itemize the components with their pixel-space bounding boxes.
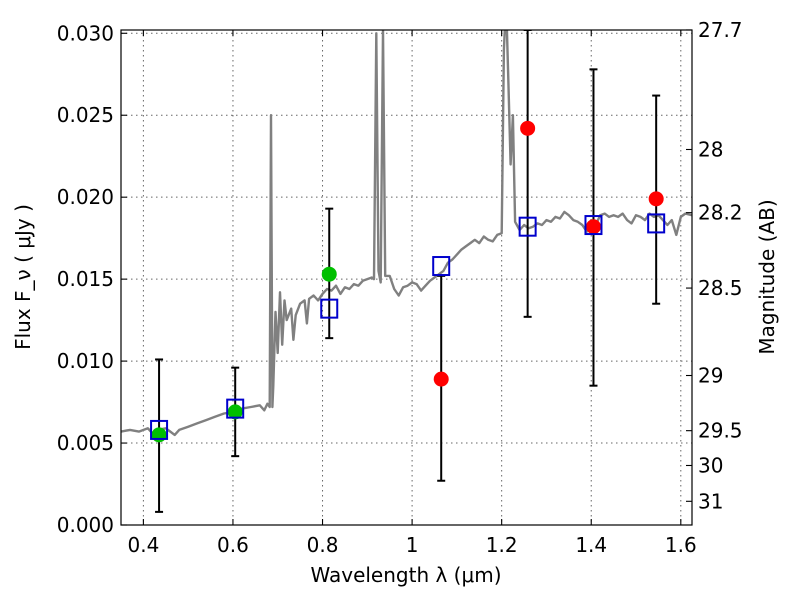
- green-data-point: [151, 427, 167, 443]
- x-axis-title: Wavelength λ (μm): [310, 563, 501, 587]
- model-photometry-square: [320, 298, 339, 319]
- y-tick-label: 0.025: [57, 103, 114, 127]
- model-photometry-square: [432, 256, 451, 277]
- x-tick-label: 1: [406, 533, 419, 557]
- y-tick-label: 0.015: [57, 267, 114, 291]
- y2-tick-label: 30: [698, 453, 723, 477]
- x-tick-label: 1.2: [486, 533, 518, 557]
- model-photometry-square: [518, 216, 537, 237]
- grid-layer: [121, 30, 692, 525]
- y-tick-label: 0.010: [57, 349, 114, 373]
- y2-tick-label: 31: [698, 489, 723, 513]
- x-tick-label: 0.6: [217, 533, 249, 557]
- model-photometry-square: [584, 215, 603, 236]
- green-data-point: [227, 404, 243, 420]
- y-axis-title: Flux F_ν ( μJy ): [11, 204, 35, 350]
- y2-tick-label: 27.7: [698, 18, 743, 42]
- red-data-point: [520, 120, 536, 136]
- y-tick-label: 0.000: [57, 513, 114, 537]
- y2-axis-title: Magnitude (AB): [755, 199, 779, 354]
- model-spectrum-line: [121, 30, 692, 437]
- y2-tick-label: 28: [698, 137, 723, 161]
- x-tick-label: 0.4: [127, 533, 159, 557]
- y2-tick-label: 29.5: [698, 419, 743, 443]
- x-tick-label: 1.6: [665, 533, 697, 557]
- plot-frame: [120, 29, 693, 526]
- x-tick-label: 1.4: [575, 533, 607, 557]
- model-photometry-square: [150, 419, 169, 440]
- x-tick-label: 0.8: [307, 533, 339, 557]
- axis-layer: 0.4 0.6 0.8 1 1.2 1.4 1.6 0.000 0.005 0.010 0.015 0…: [57, 18, 743, 557]
- y2-tick-label: 28.5: [698, 276, 743, 300]
- red-data-point: [585, 219, 601, 235]
- y2-tick-label: 28.2: [698, 201, 743, 225]
- green-data-point: [321, 266, 337, 282]
- y-tick-label: 0.020: [57, 185, 114, 209]
- model-photometry-square: [226, 398, 245, 419]
- red-data-point: [433, 371, 449, 387]
- y-tick-label: 0.005: [57, 431, 114, 455]
- model-photometry-square: [647, 213, 666, 234]
- y2-tick-label: 29: [698, 364, 723, 388]
- plot-layer: [121, 30, 692, 513]
- red-data-point: [648, 191, 664, 207]
- y-tick-label: 0.030: [57, 21, 114, 45]
